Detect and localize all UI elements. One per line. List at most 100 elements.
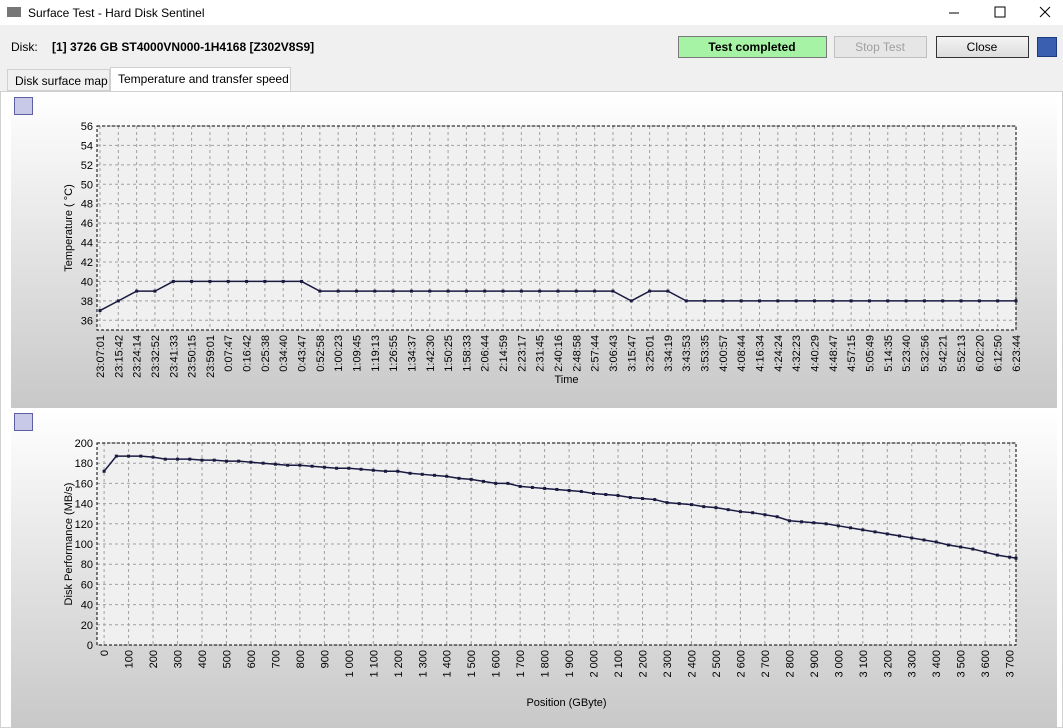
x-tick-label: 6:12:50 (993, 335, 1005, 372)
maximize-button[interactable] (994, 6, 1006, 18)
disk-label: Disk: (11, 40, 38, 54)
x-tick-label: 1 800 (540, 650, 552, 678)
x-tick-label: 23:50:15 (187, 335, 199, 378)
y-tick-label: 46 (81, 218, 93, 230)
series-line (98, 279, 1018, 313)
stop-test-label: Stop Test (855, 40, 905, 54)
x-tick-label: 23:15:42 (113, 335, 125, 378)
close-label: Close (967, 40, 998, 54)
x-tick-label: 1:42:30 (425, 335, 437, 372)
save-button[interactable] (1037, 37, 1057, 57)
y-tick-label: 42 (81, 257, 93, 269)
y-tick-label: 40 (81, 276, 93, 288)
x-tick-label: 5:14:35 (883, 335, 895, 372)
x-tick-label: 23:41:33 (168, 335, 180, 378)
x-tick-label: 100 (124, 650, 136, 668)
tab-label: Disk surface map (15, 74, 108, 88)
x-tick-label: 5:23:40 (901, 335, 913, 372)
x-tick-label: 0:07:47 (223, 335, 235, 372)
x-tick-label: 1:26:55 (388, 335, 400, 372)
x-tick-label: 6:23:44 (1011, 335, 1023, 372)
x-axis-label: Position (GByte) (526, 697, 606, 709)
x-tick-label: 4:40:29 (809, 335, 821, 372)
x-tick-label: 23:32:52 (150, 335, 162, 378)
plot-area (97, 126, 1016, 330)
y-tick-label: 54 (81, 140, 93, 152)
x-axis-label: Time (554, 374, 578, 386)
x-tick-label: 1 700 (515, 650, 527, 678)
x-tick-label: 400 (197, 650, 209, 668)
x-tick-label: 3 100 (858, 650, 870, 678)
x-tick-label: 2:14:59 (498, 335, 510, 372)
y-tick-label: 120 (75, 519, 93, 531)
plot-border (96, 125, 1017, 331)
x-tick-label: 800 (295, 650, 307, 668)
x-tick-label: 3:15:47 (626, 335, 638, 372)
x-tick-label: 0:16:42 (242, 335, 254, 372)
x-tick-label: 1:00:23 (333, 335, 345, 372)
y-tick-label: 38 (81, 296, 93, 308)
close-button[interactable] (936, 36, 1029, 58)
x-tick-label: 2:31:45 (535, 335, 547, 372)
x-tick-label: 3 700 (1005, 650, 1017, 678)
x-tick-label: 900 (319, 650, 331, 668)
y-tick-label: 50 (81, 179, 93, 191)
x-tick-label: 23:59:01 (205, 335, 217, 378)
x-tick-label: 5:52:13 (956, 335, 968, 372)
x-tick-label: 3 600 (980, 650, 992, 678)
x-tick-label: 3 300 (907, 650, 919, 678)
close-window-button[interactable] (1039, 6, 1051, 18)
x-tick-label: 5:05:49 (864, 335, 876, 372)
x-tick-label: 0:43:47 (297, 335, 309, 372)
y-tick-label: 80 (81, 559, 93, 571)
y-tick-label: 0 (87, 640, 93, 652)
x-tick-label: 200 (148, 650, 160, 668)
y-tick-label: 160 (75, 478, 93, 490)
y-tick-label: 40 (81, 600, 93, 612)
x-tick-label: 2:40:16 (553, 335, 565, 372)
x-tick-label: 2 300 (662, 650, 674, 678)
x-tick-label: 1:34:37 (406, 335, 418, 372)
y-tick-label: 44 (81, 238, 93, 250)
x-tick-label: 2 700 (760, 650, 772, 678)
window-title: Surface Test - Hard Disk Sentinel (28, 6, 205, 20)
x-tick-label: 2 600 (735, 650, 747, 678)
tab[interactable] (7, 69, 110, 91)
x-tick-label: 3 400 (931, 650, 943, 678)
y-tick-label: 20 (81, 620, 93, 632)
y-tick-label: 36 (81, 315, 93, 327)
x-tick-label: 2 200 (638, 650, 650, 678)
x-tick-label: 4:08:44 (736, 335, 748, 372)
tab-label: Temperature and transfer speed (118, 72, 289, 86)
stop-test-button[interactable] (834, 36, 927, 58)
y-tick-label: 60 (81, 579, 93, 591)
status-text: Test completed (708, 40, 795, 54)
save-chart-button[interactable] (14, 97, 33, 115)
x-tick-label: 3:43:53 (681, 335, 693, 372)
x-tick-label: 3:06:43 (608, 335, 620, 372)
x-tick-label: 1 100 (368, 650, 380, 678)
tab-active[interactable] (110, 67, 291, 92)
x-tick-label: 2 400 (686, 650, 698, 678)
x-tick-label: 3 500 (956, 650, 968, 678)
x-tick-label: 1 500 (466, 650, 478, 678)
x-tick-label: 1 600 (491, 650, 503, 678)
x-tick-label: 4:00:57 (718, 335, 730, 372)
x-tick-label: 5:32:56 (919, 335, 931, 372)
x-tick-label: 1:19:13 (370, 335, 382, 372)
y-tick-label: 48 (81, 199, 93, 211)
x-tick-label: 3 000 (833, 650, 845, 678)
x-tick-label: 2 900 (809, 650, 821, 678)
x-tick-label: 4:32:23 (791, 335, 803, 372)
x-tick-label: 500 (221, 650, 233, 668)
y-tick-label: 56 (81, 121, 93, 133)
x-tick-label: 0:34:40 (278, 335, 290, 372)
x-tick-label: 23:24:14 (132, 335, 144, 378)
x-tick-label: 1 900 (564, 650, 576, 678)
save-chart-button[interactable] (14, 413, 33, 431)
y-axis-label: Disk Performance (MB/s) (63, 483, 75, 606)
x-tick-label: 2:23:17 (516, 335, 528, 372)
y-tick-label: 180 (75, 458, 93, 470)
y-tick-label: 52 (81, 160, 93, 172)
